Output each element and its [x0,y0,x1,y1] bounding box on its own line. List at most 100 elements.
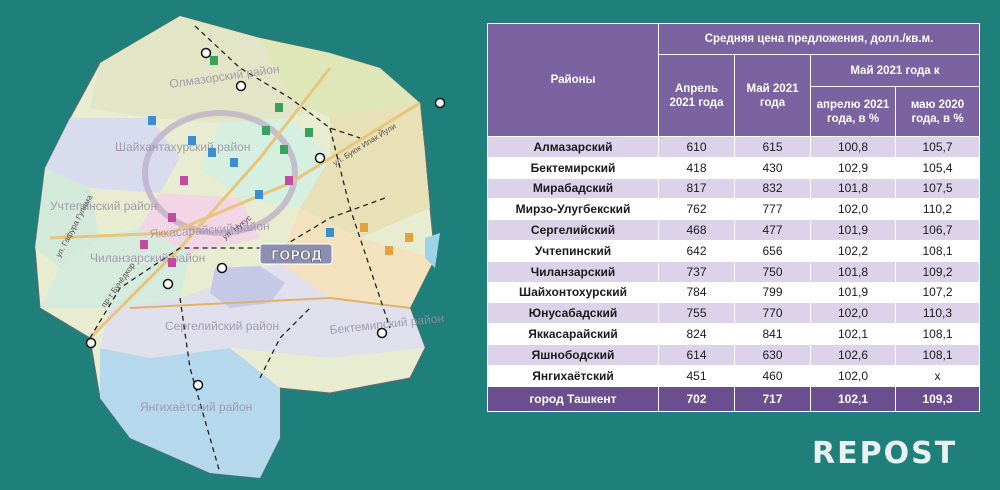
metro-icon [285,176,293,185]
district-name: Чиланзарский [487,260,659,283]
metro-icon [262,126,270,135]
vs-april-value: 102,9 [810,156,896,179]
metro-icon [148,116,156,125]
district-label-uchtepa: Учтепинский район [50,199,157,213]
vs-may-value: 108,1 [895,323,980,345]
april-header: Апрель 2021 года [658,54,735,137]
april-value: 817 [658,177,735,200]
vs-april-value: 102,2 [810,239,896,262]
metro-icon [140,240,148,249]
vs-may-header: маю 2020 года, в % [895,86,980,137]
vs-may-value: x [895,364,980,387]
tram-icon [314,152,326,164]
district-label-shaykhantakhur: Шайхантахурский район [115,140,250,154]
table-row: Юнусабадский 755 770 102,0 110,3 [487,302,980,325]
may-value: 841 [734,323,811,345]
metro-icon [208,148,216,157]
table-row: Яшнободский 614 630 102,6 108,1 [487,343,980,366]
table-row: Учтепинский 642 656 102,2 108,1 [487,239,980,262]
metro-icon [210,56,218,65]
may-header: Май 2021 года [734,54,811,137]
vs-april-header: апрелю 2021 года, в % [810,86,896,137]
metro-icon [275,103,283,112]
district-name: Алмазарский [487,136,659,158]
district-uchtepa [35,168,100,268]
tram-icon [162,278,174,290]
district-name: Яккасарайский [487,323,659,345]
price-table: Районы Средняя цена предложения, долл./к… [487,23,980,412]
table-row: Мирабадский 817 832 101,8 107,5 [487,177,980,200]
total-may: 717 [734,385,811,412]
tram-icon [216,262,228,274]
district-name: Сергелийский [487,219,659,241]
vs-may-value: 108,1 [895,343,980,366]
april-value: 451 [658,364,735,387]
vs-may-value: 109,2 [895,260,980,283]
total-vs-april: 102,1 [810,385,896,412]
tashkent-district-map: Олмазорский район Шайхантахурский район … [30,8,455,483]
may-value: 750 [734,260,811,283]
district-name: Янгихаётский [487,364,659,387]
vs-april-value: 100,8 [810,136,896,158]
vs-april-value: 101,8 [810,260,896,283]
price-group-header: Средняя цена предложения, долл./кв.м. [658,23,980,55]
railway-line [194,25,361,139]
may-value: 770 [734,302,811,325]
vs-may-value: 105,4 [895,156,980,179]
table-row: Мирзо-Улугбекский 762 777 102,0 110,2 [487,198,980,221]
district-name: Мирзо-Улугбекский [487,198,659,221]
table-row: Яккасарайский 824 841 102,1 108,1 [487,323,980,345]
district-name: Яшнободский [487,343,659,366]
district-olmazor [90,16,350,123]
vs-may-value: 107,5 [895,177,980,200]
vs-may-value: 105,7 [895,136,980,158]
metro-icon [188,136,196,145]
vs-april-value: 102,1 [810,323,896,345]
may-value: 430 [734,156,811,179]
may-value: 615 [734,136,811,158]
vs-april-value: 102,0 [810,364,896,387]
district-name: Шайхонтохурский [487,281,659,304]
district-chilanzar [40,228,190,308]
april-value: 755 [658,302,735,325]
april-value: 762 [658,198,735,221]
vs-april-value: 101,9 [810,219,896,241]
city-badge-box [259,243,333,265]
metro-icon [385,246,393,255]
april-value: 824 [658,323,735,345]
main-road-2 [88,67,332,340]
metro-icon [180,176,188,185]
main-road [49,101,421,240]
reservoir [210,266,285,308]
district-label-sergeli: Сергелийский район [165,319,279,333]
metro-icon [230,158,238,167]
district-yangihayot [100,348,280,478]
tram-icon [200,47,212,59]
vs-april-value: 101,9 [810,281,896,304]
may-value: 799 [734,281,811,304]
metro-icon [326,228,334,237]
april-value: 642 [658,239,735,262]
april-value: 468 [658,219,735,241]
metro-icon [360,223,368,232]
vs-may-value: 106,7 [895,219,980,241]
vs-april-value: 102,0 [810,302,896,325]
table-row: Сергелийский 468 477 101,9 106,7 [487,219,980,241]
tram-icon [434,97,446,109]
may-to-header: Май 2021 года к [810,54,980,87]
district-name: Бектемирский [487,156,659,179]
metro-icon [168,213,176,222]
district-sergeli [100,263,425,358]
table-row: Янгихаётский 451 460 102,0 x [487,364,980,387]
april-value: 418 [658,156,735,179]
railway-line-5 [259,307,311,379]
vs-may-value: 108,1 [895,239,980,262]
total-row: город Ташкент 702 717 102,1 109,3 [487,385,980,412]
vs-may-value: 110,3 [895,302,980,325]
vs-may-value: 110,2 [895,198,980,221]
metro-stations [140,56,413,267]
april-value: 610 [658,136,735,158]
east-water [425,233,440,268]
district-bektemir [280,208,435,308]
metro-icon [168,258,176,267]
